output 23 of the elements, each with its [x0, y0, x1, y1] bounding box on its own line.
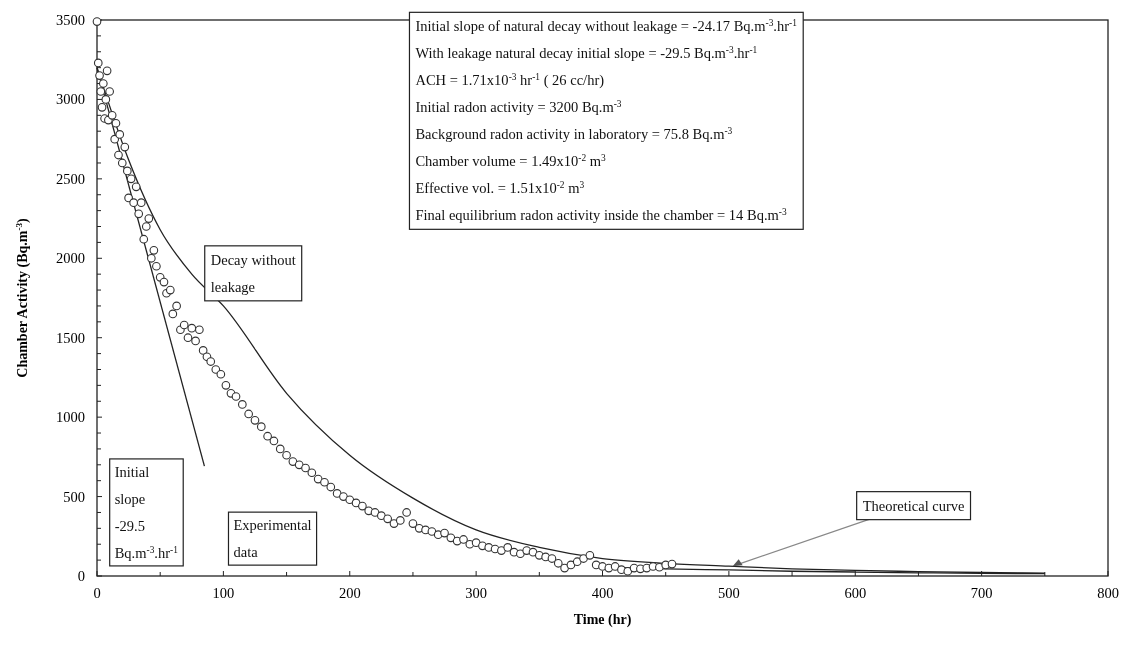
x-tick-label: 600 [844, 585, 867, 601]
text: Initial slope of natural decay without leakage = -24.17 Bq.m$^{-3}$.hr$^{-1}$ With leakage natural decay initial slope = -29.5 Bq.m$^{-3}$.hr$^{-1}$ ACH = 1.71x10$^{-3}$ hr$^{-1}$ ( 26 cc/hr) Initial radon activity = 3200 Bq.m$^{-3}$ Background radon activity in laboratory = 75.8 Bq.m$^{-3}$ Chamber volume = 1.49x10$^{-2}$ m$^{3}$ Effective vol. = 1.51x10$^{-2}$ m$^{3}$ Final equilibrium radon activity inside the chamber = 14 Bq.m$^{-3}$ [415, 18, 797, 224]
x-tick-label: 300 [465, 585, 487, 601]
x-tick-label: 400 [591, 585, 614, 601]
y-tick-label: 2000 [56, 250, 85, 267]
annotation: Decay without leakage [210, 251, 296, 295]
y-tick-label: 1000 [56, 409, 85, 426]
y-tick-label: 2500 [56, 170, 85, 187]
x-tick-label: 0 [93, 585, 101, 601]
y-tick-label: 1500 [56, 329, 85, 346]
x-tick-label: 500 [718, 585, 740, 601]
y-tick-label: 0 [77, 568, 85, 584]
x-tick-label: 700 [970, 585, 993, 601]
x-tick-label: 800 [1097, 585, 1119, 601]
x-axis-title: Time (hr) [573, 612, 632, 628]
y-tick-label: 3000 [56, 91, 85, 108]
y-tick-label: 3500 [56, 12, 85, 28]
x-tick-label: 200 [338, 585, 361, 601]
x-tick-label: 100 [212, 585, 235, 601]
annotation: Theoretical curve [862, 497, 965, 514]
y-tick-label: 500 [63, 488, 85, 505]
annotation: Initial slope -29.5 Bq.m$^{-3}$.hr$^{-1}$ [114, 463, 179, 561]
annotation: Experimental data [233, 517, 312, 561]
